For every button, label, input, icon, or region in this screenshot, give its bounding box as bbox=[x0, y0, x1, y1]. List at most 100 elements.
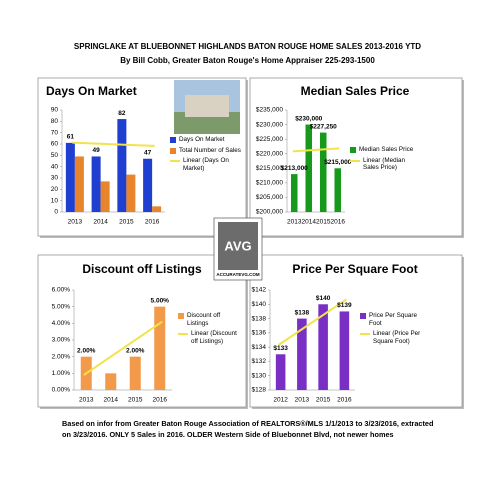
x-tick-label: 2015 bbox=[316, 219, 331, 226]
bar bbox=[152, 206, 162, 212]
chart-frame bbox=[37, 254, 247, 408]
trendline bbox=[83, 320, 163, 376]
bar bbox=[319, 132, 327, 212]
data-label: $215,000 bbox=[324, 159, 351, 166]
y-tick-label: 5.00% bbox=[52, 303, 71, 310]
y-tick-label: $210,000 bbox=[256, 180, 283, 187]
legend-swatch bbox=[178, 313, 184, 319]
legend-item: Linear (Price Per Square Foot) bbox=[360, 330, 424, 345]
y-tick-label: 60 bbox=[51, 141, 59, 148]
y-tick-label: 90 bbox=[51, 107, 59, 114]
bar bbox=[74, 156, 84, 212]
bar bbox=[143, 158, 153, 212]
bar bbox=[275, 354, 286, 390]
x-tick-label: 2016 bbox=[145, 219, 160, 226]
data-label: $140 bbox=[316, 295, 331, 302]
legend-label: Linear (Discount off Listings) bbox=[191, 330, 237, 345]
bar bbox=[126, 174, 136, 212]
x-tick-label: 2016 bbox=[153, 397, 168, 404]
legend-item: Price Per Square Foot bbox=[360, 312, 424, 327]
y-tick-label: 20 bbox=[51, 186, 59, 193]
legend: Median Sales Price Linear (Median Sales P… bbox=[350, 146, 414, 175]
page-subtitle: By Bill Cobb, Greater Baton Rouge's Home… bbox=[120, 56, 375, 65]
legend-label: Total Number of Sales bbox=[179, 146, 241, 154]
x-tick-label: 2016 bbox=[337, 397, 352, 404]
y-tick-label: 3.00% bbox=[52, 337, 71, 344]
data-label: $138 bbox=[295, 309, 310, 316]
bar bbox=[334, 168, 342, 212]
y-tick-label: $235,000 bbox=[256, 107, 283, 114]
legend: Days On Market Total Number of Sales Linea… bbox=[170, 136, 242, 175]
chart-title: Median Sales Price bbox=[301, 84, 410, 98]
y-tick-label: $128 bbox=[252, 387, 267, 394]
y-tick-label: $134 bbox=[252, 344, 267, 351]
data-label: 82 bbox=[118, 110, 126, 117]
x-tick-label: 2012 bbox=[273, 397, 288, 404]
data-label: 5.00% bbox=[151, 297, 170, 304]
legend-swatch bbox=[178, 333, 188, 335]
bar bbox=[305, 124, 313, 212]
bar bbox=[154, 306, 166, 390]
legend-swatch bbox=[170, 147, 176, 154]
y-tick-label: $225,000 bbox=[256, 136, 283, 143]
y-tick-label: $142 bbox=[252, 287, 267, 294]
y-tick-label: $205,000 bbox=[256, 194, 283, 201]
trendline bbox=[72, 141, 155, 147]
photo bbox=[185, 95, 229, 117]
data-label: $213,000 bbox=[281, 165, 308, 172]
data-label: 2.00% bbox=[126, 347, 145, 354]
page-title: SPRINGLAKE AT BLUEBONNET HIGHLANDS BATON… bbox=[73, 42, 422, 51]
x-tick-label: 2015 bbox=[128, 397, 143, 404]
y-tick-label: 40 bbox=[51, 163, 59, 170]
y-tick-label: $220,000 bbox=[256, 150, 283, 157]
legend-item: Linear (Discount off Listings) bbox=[178, 330, 242, 345]
legend-item: Discount off Listings bbox=[178, 312, 242, 327]
chart-title: Discount off Listings bbox=[82, 262, 202, 276]
data-label: 47 bbox=[144, 149, 152, 156]
y-tick-label: 6.00% bbox=[52, 287, 71, 294]
y-tick-label: $136 bbox=[252, 330, 267, 337]
bar bbox=[290, 174, 298, 212]
y-tick-label: 10 bbox=[51, 197, 59, 204]
x-tick-label: 2013 bbox=[295, 397, 310, 404]
y-tick-label: $130 bbox=[252, 372, 267, 379]
y-tick-label: $138 bbox=[252, 315, 267, 322]
x-tick-label: 2014 bbox=[104, 397, 119, 404]
legend-item: Linear (Days On Market) bbox=[170, 157, 242, 172]
data-label: $230,000 bbox=[295, 115, 322, 122]
y-tick-label: 2.00% bbox=[52, 353, 71, 360]
legend-swatch bbox=[350, 159, 360, 162]
legend: Price Per Square Foot Linear (Price Per S… bbox=[360, 312, 424, 348]
y-tick-label: $132 bbox=[252, 358, 267, 365]
legend-swatch bbox=[360, 313, 366, 319]
legend-label: Linear (Price Per Square Foot) bbox=[373, 330, 421, 345]
legend-swatch bbox=[170, 137, 176, 143]
legend-swatch bbox=[350, 147, 356, 153]
legend-item: Median Sales Price bbox=[350, 146, 414, 154]
y-tick-label: 50 bbox=[51, 152, 59, 159]
bar bbox=[318, 304, 328, 390]
photo bbox=[174, 112, 240, 134]
y-tick-label: $140 bbox=[252, 301, 267, 308]
y-tick-label: 70 bbox=[51, 129, 59, 136]
logo-url: ACCURATEVG.COM bbox=[216, 272, 259, 277]
x-tick-label: 2013 bbox=[68, 219, 83, 226]
legend-item: Linear (Median Sales Price) bbox=[350, 157, 414, 172]
bar bbox=[297, 318, 307, 390]
trendline bbox=[277, 298, 348, 346]
logo-text: AVG bbox=[224, 238, 251, 253]
legend-item: Days On Market bbox=[170, 136, 242, 144]
data-label: 49 bbox=[93, 147, 101, 154]
y-tick-label: 30 bbox=[51, 175, 59, 182]
y-tick-label: 1.00% bbox=[52, 370, 71, 377]
logo bbox=[218, 222, 258, 270]
chart-frame bbox=[249, 77, 463, 237]
y-tick-label: $230,000 bbox=[256, 121, 283, 128]
x-tick-label: 2015 bbox=[316, 397, 331, 404]
data-label: $139 bbox=[337, 302, 352, 309]
x-tick-label: 2014 bbox=[302, 219, 317, 226]
legend-label: Linear (Median Sales Price) bbox=[363, 156, 406, 172]
bar bbox=[117, 119, 127, 212]
bar bbox=[65, 142, 75, 212]
bar bbox=[339, 311, 350, 390]
